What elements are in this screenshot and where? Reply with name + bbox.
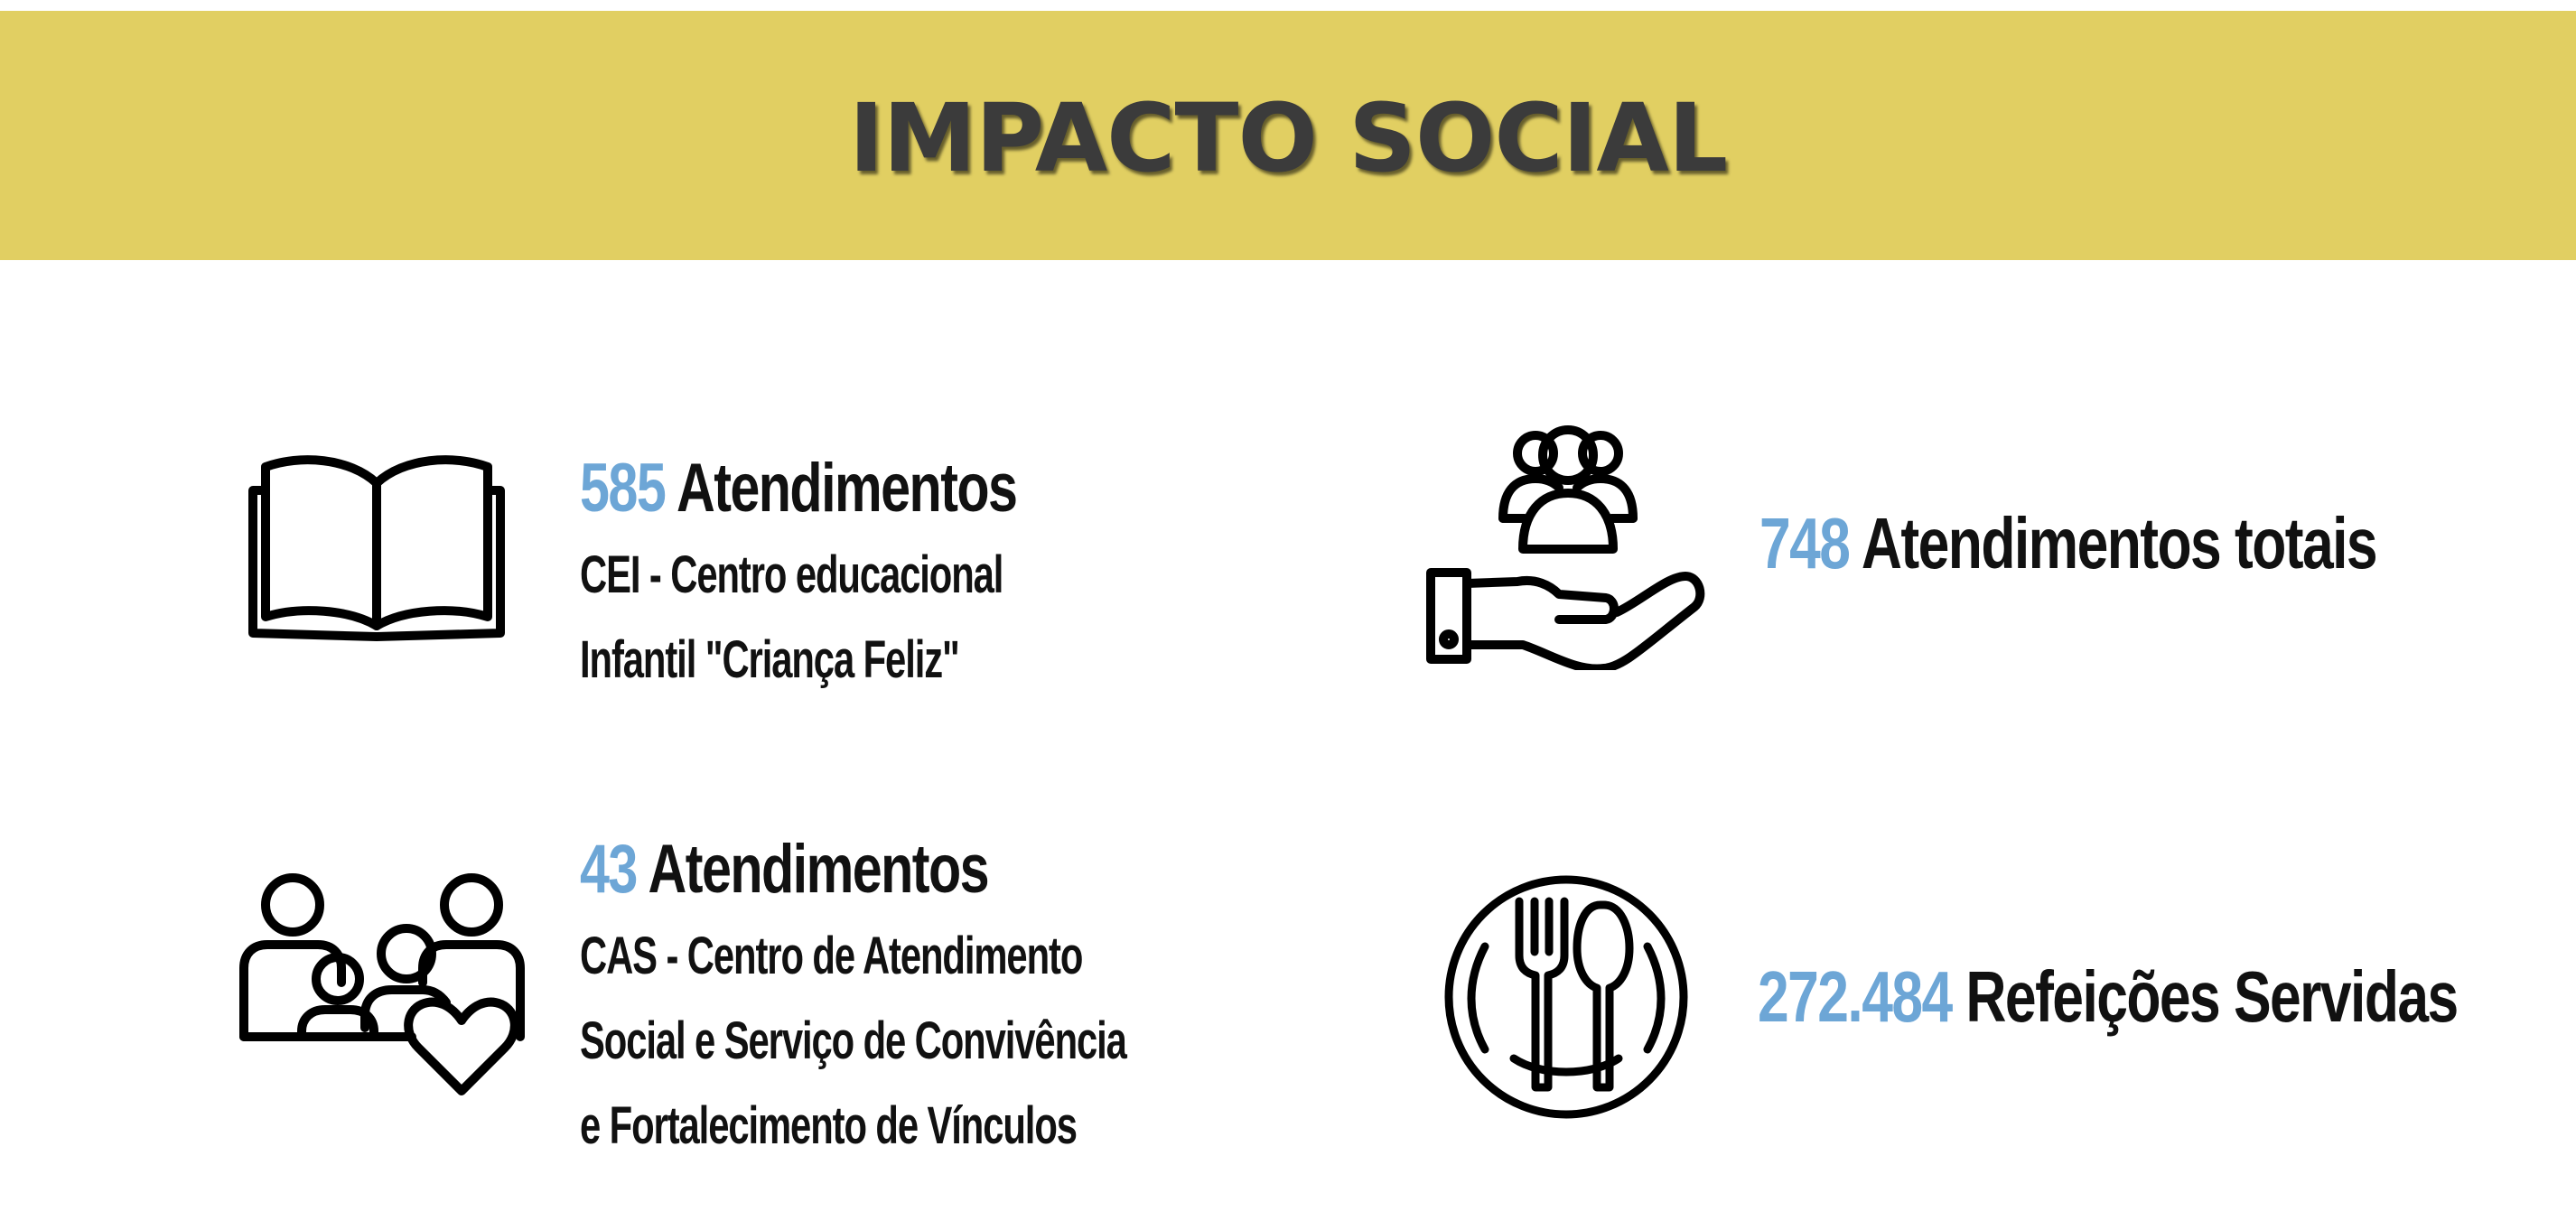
stat-label: Atendimentos totais bbox=[1861, 503, 2378, 583]
stat-number: 272.484 bbox=[1758, 956, 1953, 1037]
family-heart-icon bbox=[237, 867, 530, 1102]
stat-headline: 748 Atendimentos totais bbox=[1759, 499, 2378, 589]
stat-label: Atendimentos bbox=[648, 831, 990, 908]
stat-number: 43 bbox=[580, 831, 638, 908]
stat-headline: 585 Atendimentos bbox=[580, 444, 1038, 533]
stat-number: 585 bbox=[580, 450, 667, 527]
stat-description-line: Infantil "Criança Feliz" bbox=[580, 630, 960, 689]
stat-description-line: Social e Serviço de Convivência bbox=[580, 1011, 1127, 1070]
stat-label: Refeições Servidas bbox=[1965, 956, 2459, 1037]
stat-block-total: 748 Atendimentos totais bbox=[1759, 499, 2551, 589]
page-title: IMPACTO SOCIAL bbox=[848, 83, 1728, 193]
stat-number: 748 bbox=[1759, 503, 1851, 583]
stat-headline: 272.484 Refeições Servidas bbox=[1758, 952, 2459, 1042]
stat-block-cas: 43 Atendimentos CAS - Centro de Atendime… bbox=[580, 825, 1339, 1169]
stat-headline: 43 Atendimentos bbox=[580, 825, 1171, 914]
plate-cutlery-icon bbox=[1442, 872, 1691, 1122]
stat-label: Atendimentos bbox=[676, 450, 1018, 527]
stat-description-line: CEI - Centro educacional bbox=[580, 545, 1003, 604]
stat-description-line: e Fortalecimento de Vínculos bbox=[580, 1096, 1078, 1155]
open-book-icon bbox=[246, 447, 508, 646]
stat-block-meals: 272.484 Refeições Servidas bbox=[1758, 952, 2576, 1042]
stat-description-line: CAS - Centro de Atendimento bbox=[580, 927, 1083, 985]
hand-holding-people-icon bbox=[1423, 417, 1713, 670]
stat-block-cei: 585 Atendimentos CEI - Centro educaciona… bbox=[580, 444, 1167, 703]
header-banner: IMPACTO SOCIAL bbox=[0, 11, 2576, 260]
